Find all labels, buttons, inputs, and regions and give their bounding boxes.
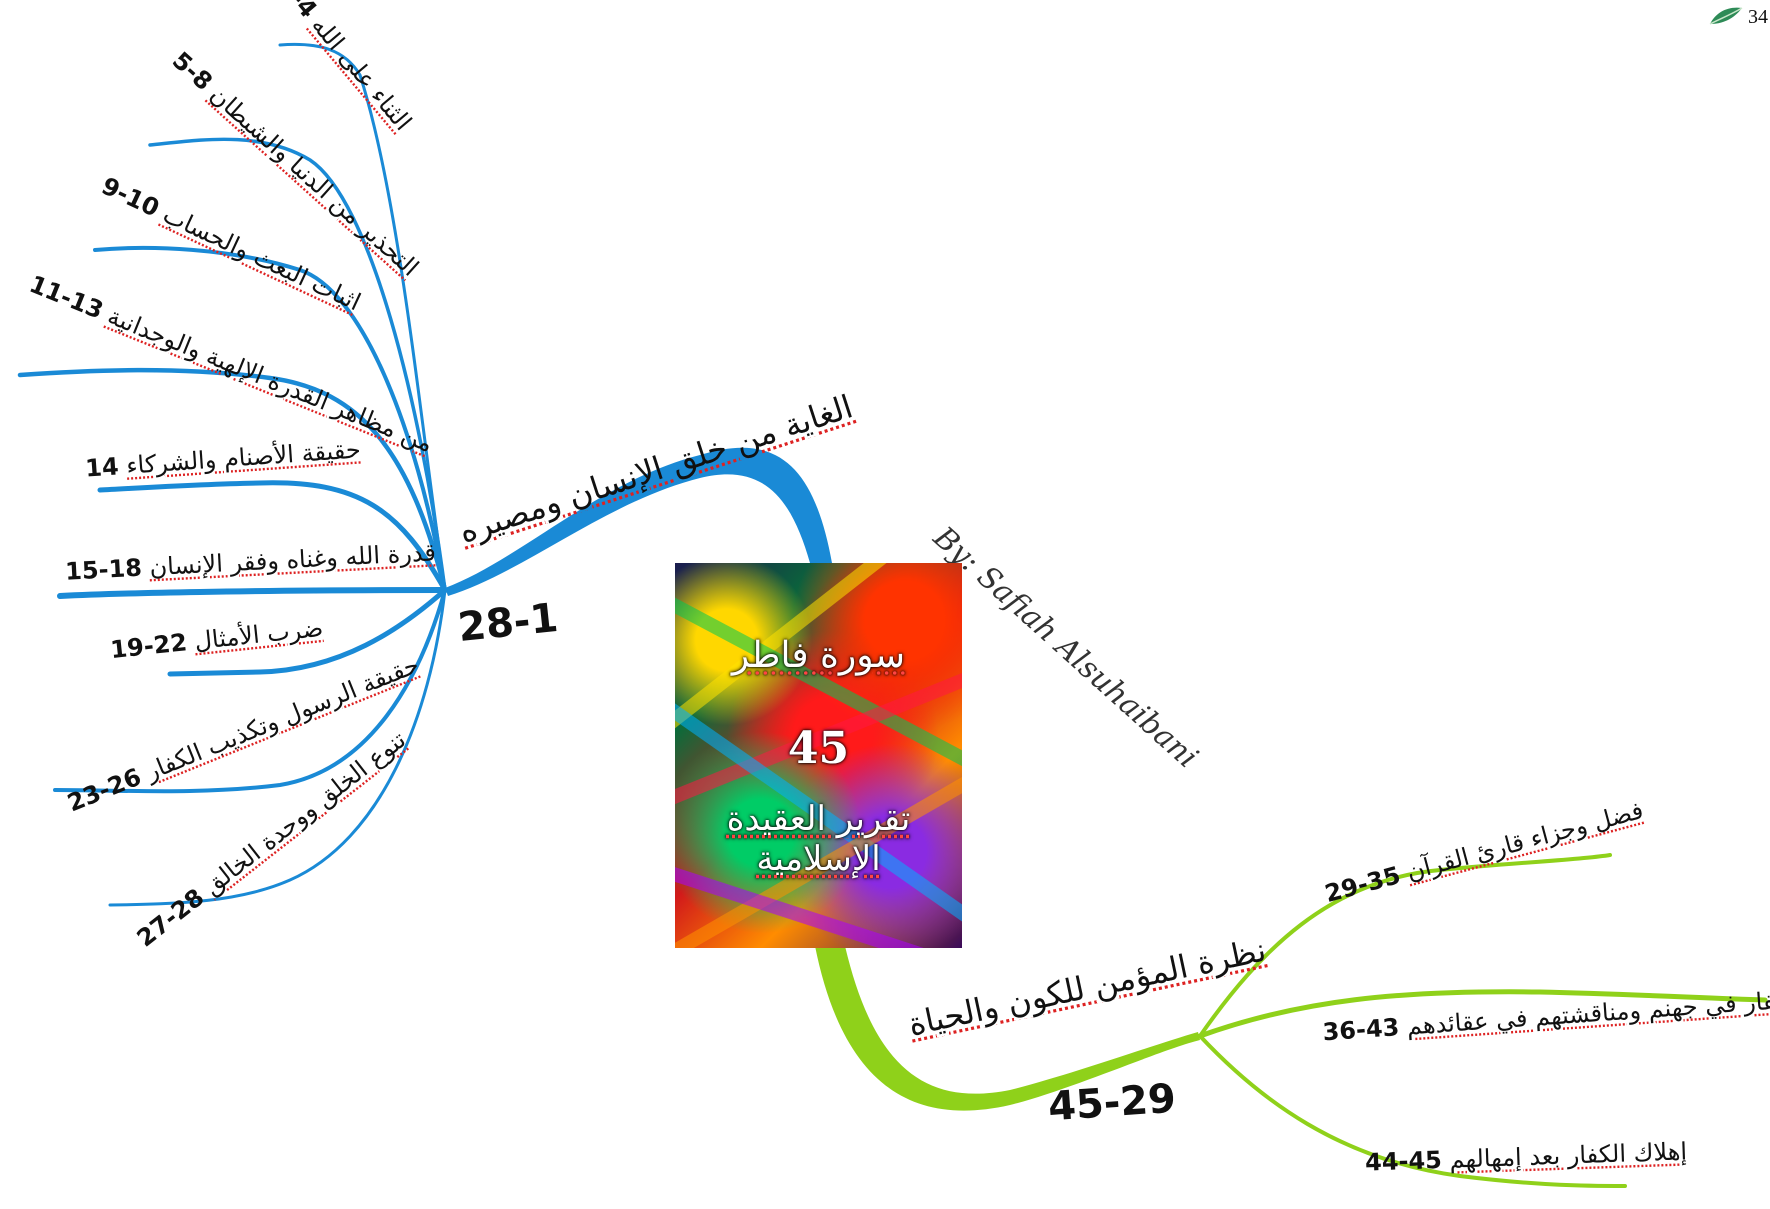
branch-1-sub-4-connector bbox=[17, 367, 448, 593]
branch-2-main-connector bbox=[815, 946, 1200, 1111]
page-number: 34 bbox=[1748, 6, 1768, 28]
branch-1-sub-7-connector bbox=[167, 587, 448, 677]
branch-2-sub-1-connector bbox=[1198, 853, 1612, 1038]
central-topic-subtitle: تقرير العقيدة الإسلامية bbox=[726, 799, 911, 879]
branch-2-sub-2-connector bbox=[1197, 989, 1768, 1039]
leaf-logo-icon bbox=[1709, 7, 1743, 25]
branch-1-sub-3-connector bbox=[93, 245, 447, 592]
branch-1-sub-5-connector bbox=[97, 480, 448, 593]
branch-1-sub-2-connector bbox=[148, 137, 447, 592]
branch-1-sub-8-connector bbox=[53, 588, 447, 794]
branch-2-range: 45-29 bbox=[1046, 1075, 1178, 1131]
branch-1-sub-9-connector bbox=[108, 588, 447, 907]
branch-1-sub-1-connector bbox=[278, 42, 447, 592]
branch-2-sub-3-connector bbox=[1198, 1034, 1627, 1188]
branch-1-main-connector bbox=[445, 447, 832, 596]
central-topic-title: سورة فاطر bbox=[731, 635, 906, 676]
central-topic-number: 45 bbox=[787, 723, 850, 774]
central-topic-image: سورة فاطر 45 تقرير العقيدة الإسلامية bbox=[675, 563, 962, 948]
branch-1-sub-6-connector bbox=[57, 587, 448, 599]
